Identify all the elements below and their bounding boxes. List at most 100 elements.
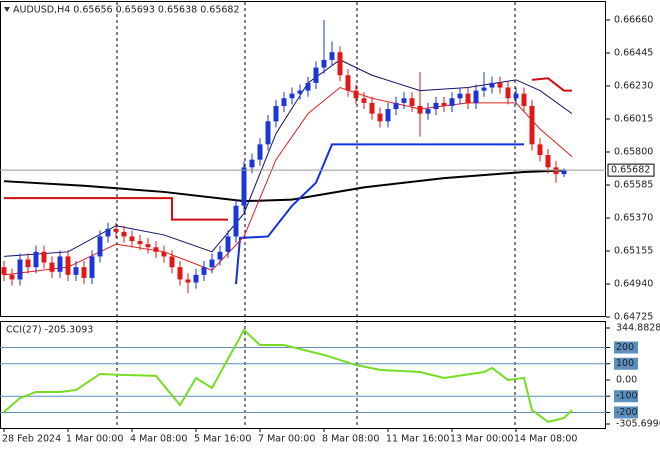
candle-body [449, 98, 455, 106]
candle-body [537, 144, 543, 156]
y-tick-label: -100 [616, 391, 638, 402]
candle-body [545, 155, 551, 168]
x-tick-label: 14 Mar 08:00 [514, 434, 577, 445]
candle-body [145, 244, 151, 248]
x-tick-label: 28 Feb 2024 [2, 434, 61, 445]
level-box [614, 390, 638, 403]
cci-line [3, 328, 573, 423]
candle-body [129, 236, 135, 242]
candle-body [433, 102, 439, 110]
candle-body [33, 251, 39, 268]
candle-body [409, 98, 415, 106]
candle-body [361, 98, 367, 103]
candle-body [265, 121, 271, 145]
indicator-line [531, 77, 572, 92]
y-tick-label: 0.64725 [614, 312, 653, 323]
candle-body [465, 93, 471, 103]
candle-body [153, 247, 159, 252]
candle-body [25, 259, 31, 268]
candle-body [353, 90, 359, 99]
candle-body [9, 274, 15, 280]
candle-body [89, 256, 95, 278]
x-tick-label: 8 Mar 08:00 [322, 434, 379, 445]
y-tick-label: 0.65800 [614, 147, 653, 158]
x-tick-label: 11 Mar 16:00 [386, 434, 449, 445]
candle-body [489, 82, 495, 88]
candle-body [313, 67, 319, 83]
candle-body [1, 267, 7, 275]
x-tick-label: 1 Mar 00:00 [66, 434, 123, 445]
level-box [614, 357, 638, 370]
candle-body [169, 256, 175, 268]
x-tick-label: 7 Mar 00:00 [258, 434, 315, 445]
candle-body [297, 90, 303, 94]
candle-body [57, 256, 63, 272]
x-tick-label: 5 Mar 16:00 [194, 434, 251, 445]
current-price-label: 0.65682 [611, 165, 650, 176]
candle-body [249, 159, 255, 168]
candle-body [561, 170, 567, 175]
candle-body [321, 59, 327, 68]
candle-body [121, 231, 127, 237]
y-tick-label: 0.66230 [614, 80, 653, 91]
y-tick-label: 0.64940 [614, 279, 653, 290]
candle-body [73, 267, 79, 275]
candle-body [337, 52, 343, 76]
x-tick-label: 13 Mar 00:00 [450, 434, 513, 445]
candle-body [17, 259, 23, 280]
candle-body [193, 274, 199, 283]
level-box [614, 406, 638, 419]
candle-body [513, 93, 519, 99]
y-tick-label: 0.65155 [614, 246, 653, 257]
x-tick-label: 4 Mar 08:00 [130, 434, 187, 445]
candle-body [185, 279, 191, 283]
candle-body [457, 93, 463, 99]
candle-body [225, 236, 231, 252]
candle-body [113, 228, 119, 232]
candle-body [65, 256, 71, 275]
candle-body [505, 87, 511, 99]
indicator-line [4, 197, 228, 221]
y-tick-label: 344.8828 [616, 323, 660, 334]
indicator-title: CCI(27) -205.3093 [6, 325, 93, 336]
chart-title: AUDUSD,H4 0.65656 0.65693 0.65638 0.6568… [13, 5, 240, 16]
y-tick-label: 0.66015 [614, 114, 653, 125]
candle-body [377, 113, 383, 122]
candle-body [281, 98, 287, 106]
y-tick-label: 200 [616, 342, 634, 353]
candle-body [241, 167, 247, 206]
candle-body [257, 144, 263, 160]
indicator-line [3, 169, 565, 203]
y-tick-label: 0.00 [616, 374, 637, 385]
y-tick-label: -200 [616, 407, 638, 418]
cci-panel [0, 321, 606, 429]
candle-body [417, 105, 423, 114]
candle-body [329, 52, 335, 60]
candle-body [41, 251, 47, 263]
level-box [614, 341, 638, 354]
main-panel [0, 1, 606, 317]
candle-body [441, 102, 447, 106]
candle-body [481, 87, 487, 91]
symbol-icon [4, 7, 10, 12]
candle-body [81, 267, 87, 278]
y-tick-label: 100 [616, 358, 634, 369]
current-price-box [607, 163, 655, 177]
candle-body [201, 267, 207, 275]
candle-body [393, 102, 399, 110]
candle-body [305, 82, 311, 91]
candle-body [521, 93, 527, 106]
candle-body [217, 251, 223, 260]
candle-body [497, 82, 503, 88]
candle-body [137, 241, 143, 245]
candle-body [473, 90, 479, 103]
y-tick-label: -305.6996 [616, 419, 660, 430]
candle-body [105, 228, 111, 237]
candle-body [553, 167, 559, 175]
candle-body [233, 205, 239, 237]
candle-body [385, 109, 391, 122]
candle-body [289, 93, 295, 99]
candle-body [529, 105, 535, 145]
candle-body [369, 102, 375, 114]
